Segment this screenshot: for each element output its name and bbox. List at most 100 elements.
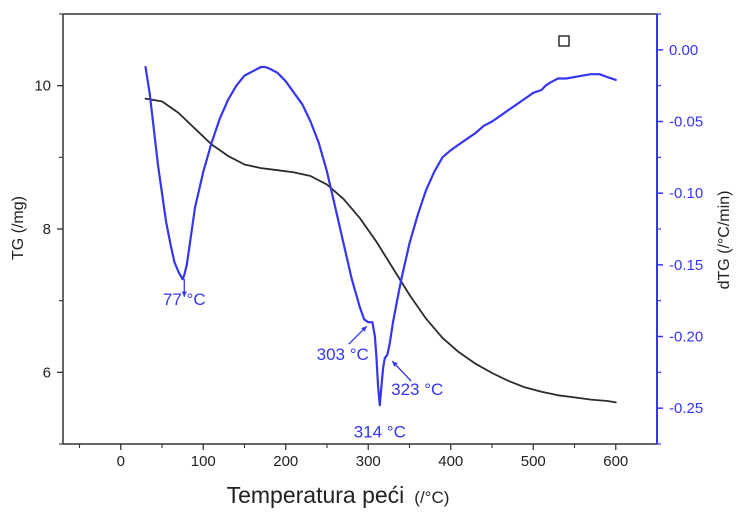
dtg-data-point [364, 319, 365, 320]
y-right-tick-label: -0.10 [669, 185, 703, 202]
x-axis-ticks: 0 100 200 300 400 500 600 [78, 444, 628, 470]
y-right-tick-label: 0.00 [669, 42, 698, 59]
dtg-data-point [190, 236, 191, 237]
legend-marker-icon [558, 35, 570, 47]
dtg-data-point [392, 322, 393, 323]
dtg-data-point [186, 264, 187, 265]
dtg-data-point [545, 85, 546, 86]
dtg-data-point [582, 75, 583, 76]
dtg-data-point [203, 171, 204, 172]
dtg-data-point [541, 89, 542, 90]
peak-annotation-label: 323 °C [391, 380, 443, 399]
dtg-data-point [149, 92, 150, 93]
dtg-data-point [351, 279, 352, 280]
tg-data-point [145, 98, 146, 99]
dtg-data-point [302, 104, 303, 105]
dtg-data-point [376, 357, 377, 358]
tg-data-point [590, 399, 591, 400]
dtg-data-point [178, 271, 179, 272]
y-right-tick-label: -0.25 [669, 400, 703, 417]
dtg-data-point [293, 92, 294, 93]
tg-data-point [425, 318, 426, 319]
dtg-data-point [265, 66, 266, 67]
x-axis-label-main: Temperatura peći [227, 482, 405, 508]
dtg-data-point [574, 77, 575, 78]
dtg-data-point [372, 322, 373, 323]
tg-data-point [524, 387, 525, 388]
tg-data-point [541, 391, 542, 392]
dtg-data-point [615, 79, 616, 80]
dtg-data-point [599, 74, 600, 75]
annotations-layer: 77 °C 303 °C 314 °C 323 °C [163, 278, 443, 441]
y-right-axis-label: dTG (/°C/min) [716, 191, 733, 290]
dtg-data-point [508, 109, 509, 110]
tg-data-point [227, 155, 228, 156]
tg-data-point [392, 268, 393, 269]
tg-data-point [491, 372, 492, 373]
dtg-data-point [174, 261, 175, 262]
series-layer [144, 65, 617, 407]
dtg-data-point [524, 98, 525, 99]
dtg-data-point [442, 157, 443, 158]
tg-data-point [458, 352, 459, 353]
tg-data-point [574, 397, 575, 398]
dtg-data-point [491, 121, 492, 122]
tg-data-point [615, 402, 616, 403]
dtg-data-point [244, 75, 245, 76]
x-axis-label-unit: (/°C) [414, 488, 449, 507]
dtg-data-point [170, 243, 171, 244]
dtg-data-point [145, 66, 146, 67]
tg-data-point [359, 218, 360, 219]
dtg-data-point [326, 171, 327, 172]
dtg-data-point [182, 279, 183, 280]
dtg-data-point [227, 99, 228, 100]
tg-data-point [343, 198, 344, 199]
y-right-tick-label: -0.05 [669, 114, 703, 131]
dtg-data-point [378, 386, 379, 387]
dtg-data-point [425, 190, 426, 191]
peak-annotation-arrowhead [181, 291, 187, 297]
dtg-data-point [260, 66, 261, 67]
dtg-series-line [144, 65, 617, 407]
x-axis-label: Temperatura peći (/°C) [227, 482, 450, 508]
dtg-data-point [359, 307, 360, 308]
dtg-data-point [370, 322, 371, 323]
dtg-data-point [219, 118, 220, 119]
dtg-data-point [434, 171, 435, 172]
dtg-data-point [318, 142, 319, 143]
dtg-data-point [252, 71, 253, 72]
dtg-data-point [566, 78, 567, 79]
dtg-data-point [397, 300, 398, 301]
dtg-data-point [383, 367, 384, 368]
dtg-data-point [335, 207, 336, 208]
tg-series-line [144, 97, 617, 404]
tg-data-point [244, 164, 245, 165]
dtg-data-point [483, 125, 484, 126]
peak-annotation-label: 303 °C [317, 345, 369, 364]
tg-data-point [310, 175, 311, 176]
tg-data-point [161, 101, 162, 102]
x-tick-label: 400 [438, 453, 463, 470]
left-axis-ticks: 6 8 10 [34, 13, 63, 445]
dtg-data-point [467, 138, 468, 139]
y-left-tick-label: 6 [43, 364, 51, 381]
x-tick-label: 100 [191, 453, 216, 470]
peak-annotation-label: 77 °C [163, 290, 206, 309]
dtg-data-point [450, 150, 451, 151]
tg-data-point [508, 380, 509, 381]
dtg-data-point [607, 77, 608, 78]
dtg-data-point [475, 132, 476, 133]
dtg-data-point [590, 74, 591, 75]
dtg-data-point [166, 221, 167, 222]
dtg-data-point [384, 357, 385, 358]
peak-annotation-arrowhead [392, 361, 398, 367]
dtg-data-point [285, 81, 286, 82]
dtg-data-point [211, 142, 212, 143]
tg-data-point [409, 294, 410, 295]
dtg-data-point [417, 214, 418, 215]
tg-data-point [376, 241, 377, 242]
x-tick-label: 200 [273, 453, 298, 470]
dtg-data-point [236, 85, 237, 86]
